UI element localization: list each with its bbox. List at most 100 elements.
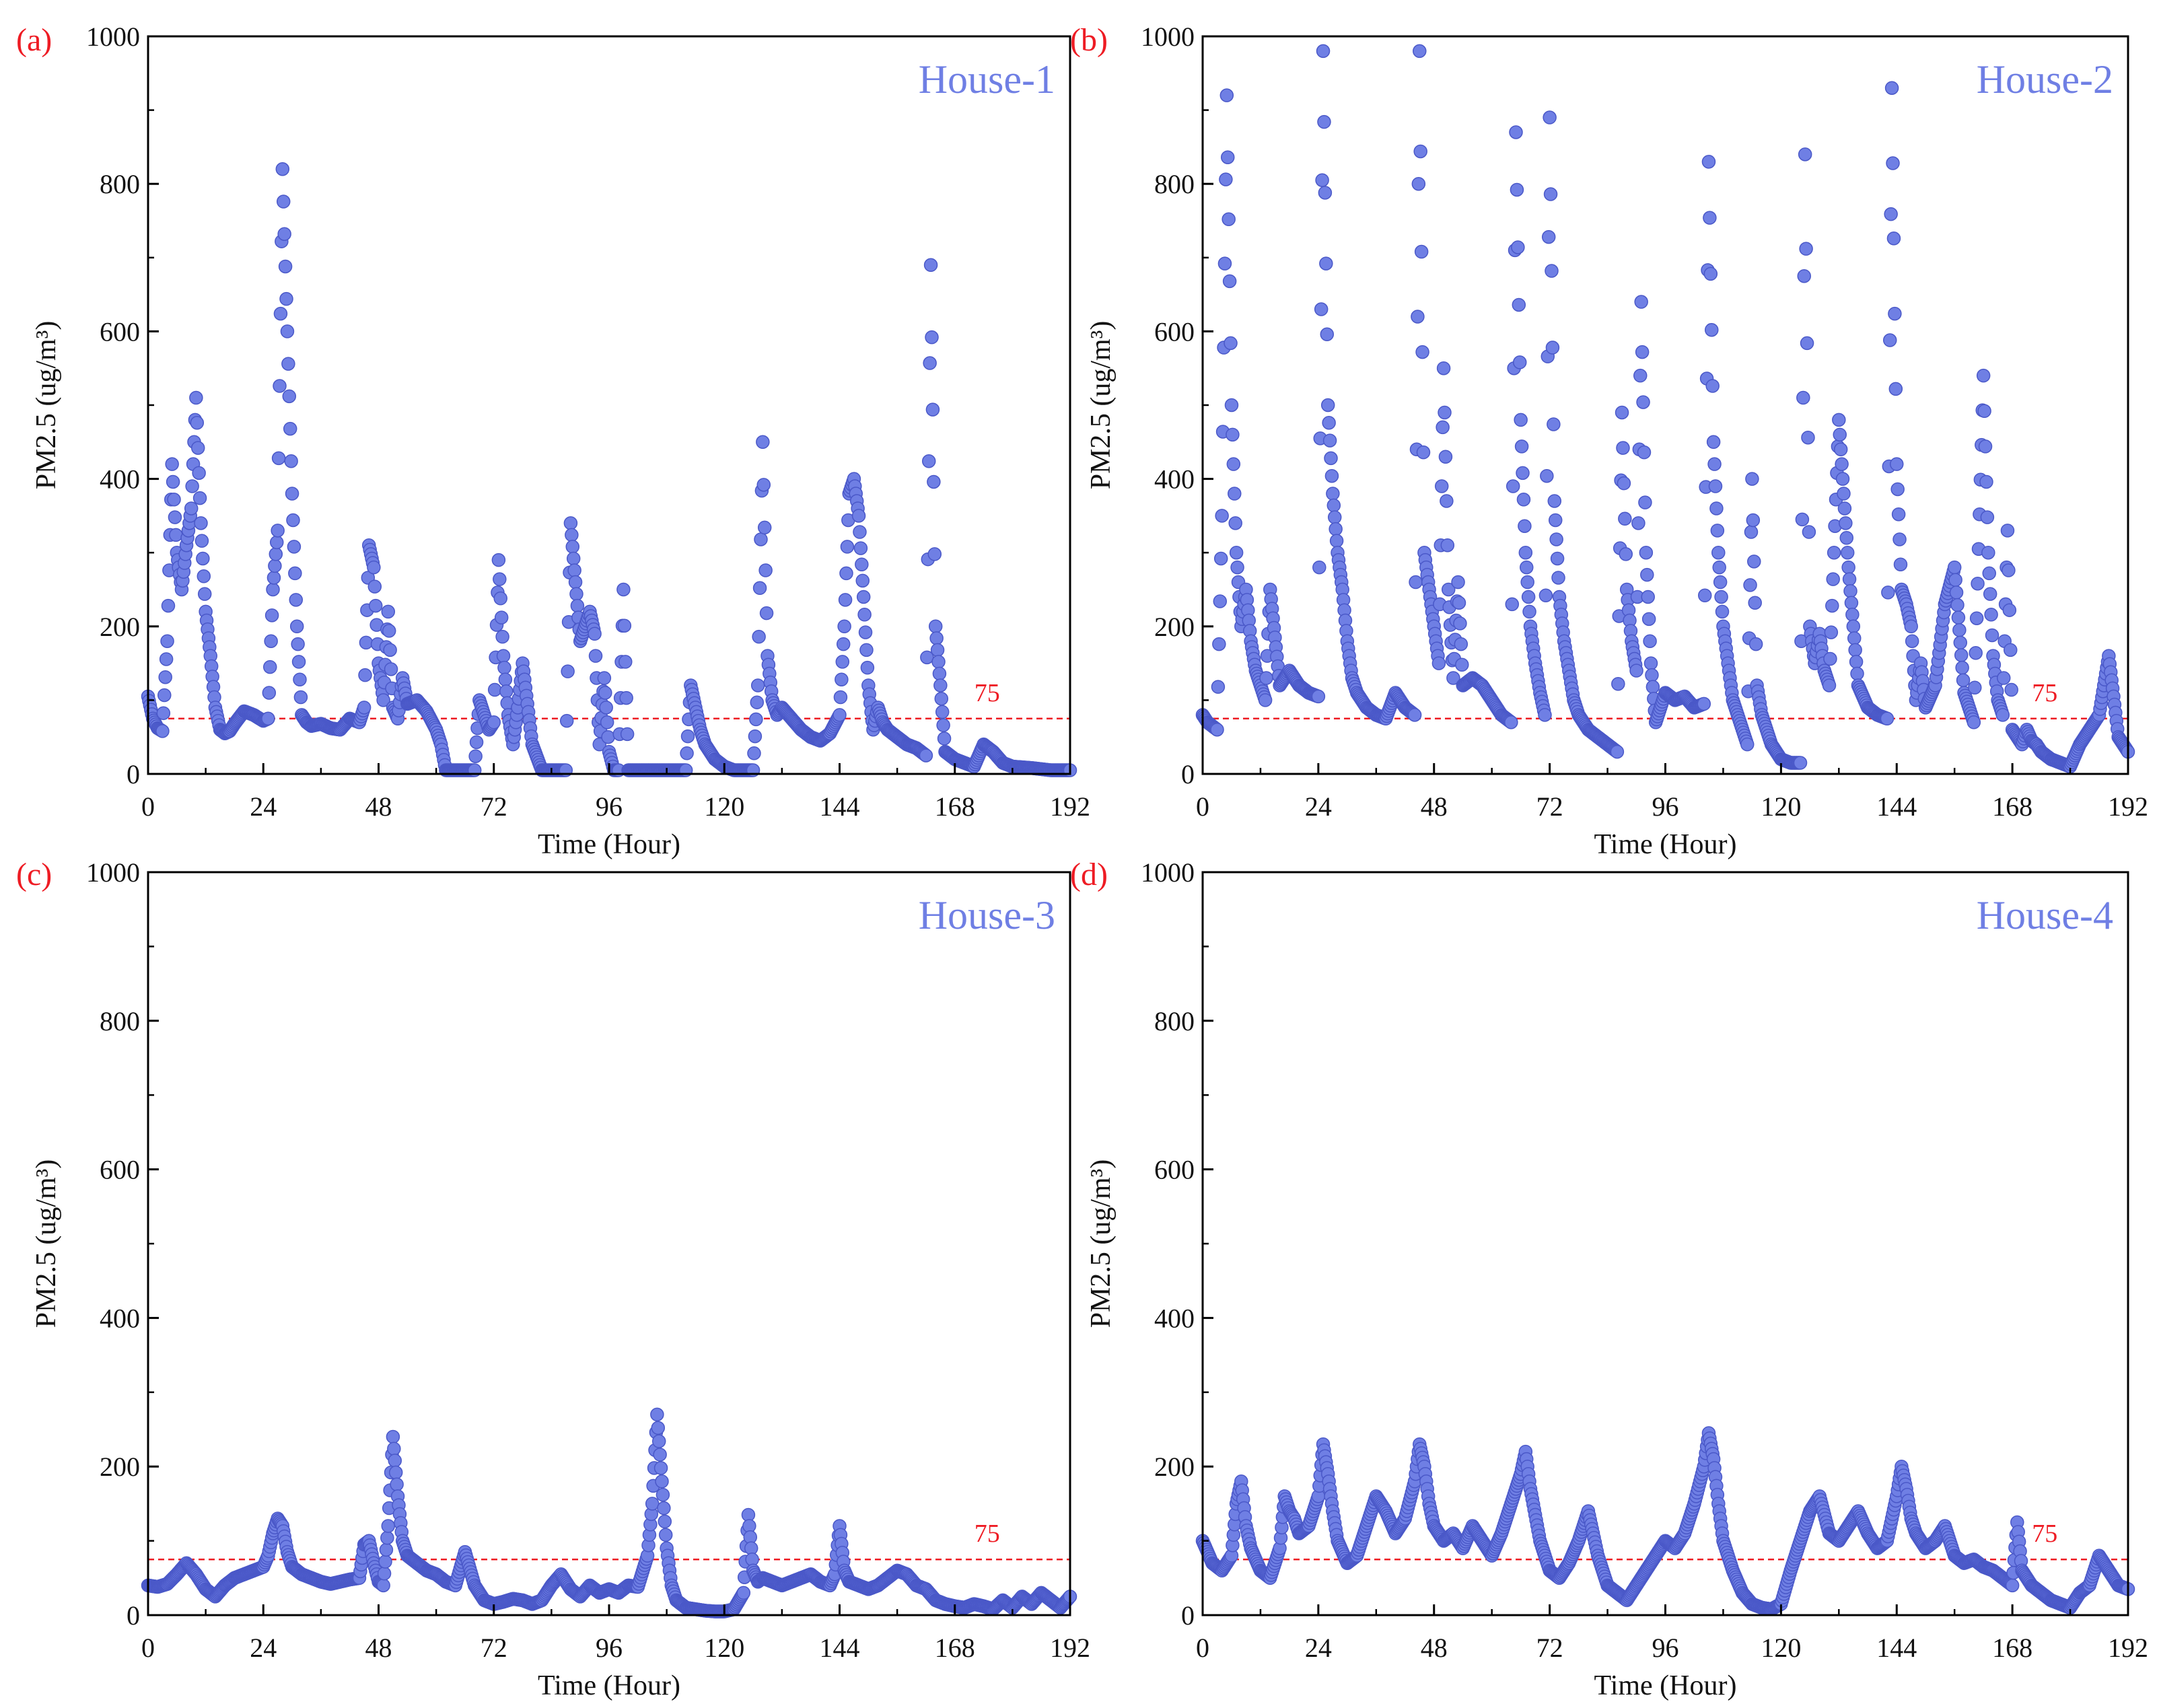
- data-point: [2002, 563, 2016, 577]
- data-point: [280, 324, 295, 339]
- data-point: [192, 466, 206, 481]
- data-point: [359, 635, 374, 650]
- data-point: [159, 652, 174, 666]
- y-tick-label: 0: [1181, 1600, 1195, 1631]
- data-point: [1703, 266, 1718, 281]
- data-point: [1629, 664, 1643, 678]
- data-point: [837, 619, 851, 634]
- data-point: [161, 598, 176, 613]
- y-tick-label: 1000: [86, 22, 140, 52]
- data-point: [1968, 680, 1982, 695]
- data-point: [565, 540, 580, 554]
- data-point: [378, 1555, 392, 1569]
- data-point: [1440, 494, 1454, 508]
- data-point: [750, 678, 765, 692]
- data-point: [275, 162, 290, 176]
- panel-label-a: (a): [16, 22, 52, 58]
- y-tick-label: 800: [1154, 1006, 1195, 1036]
- data-point: [271, 451, 286, 466]
- panel-label-b: (b): [1070, 22, 1108, 58]
- data-point: [1446, 671, 1460, 685]
- x-tick-label: 96: [1652, 791, 1679, 822]
- data-point: [1746, 513, 1761, 528]
- data-point: [390, 1477, 404, 1491]
- data-point: [281, 357, 295, 371]
- data-point: [157, 688, 172, 703]
- data-point: [1984, 608, 1998, 622]
- data-point: [1436, 361, 1451, 376]
- data-point: [1520, 560, 1534, 575]
- data-point: [2000, 524, 2015, 538]
- data-point: [1843, 583, 1857, 598]
- data-point: [1611, 677, 1625, 691]
- data-point: [1224, 336, 1238, 351]
- data-point: [750, 695, 765, 709]
- chart-title: House-1: [919, 57, 1055, 102]
- data-point: [929, 631, 944, 645]
- y-tick-label: 800: [100, 169, 140, 199]
- data-point: [289, 619, 304, 634]
- data-point: [1747, 555, 1761, 569]
- data-point: [1547, 417, 1561, 431]
- data-point: [1799, 242, 1813, 256]
- reference-line-label: 75: [2032, 1520, 2057, 1548]
- data-point: [196, 551, 210, 566]
- data-point: [1848, 643, 1862, 657]
- data-point: [1837, 501, 1852, 515]
- data-point: [1549, 532, 1563, 546]
- data-point: [381, 1519, 396, 1533]
- data-point: [680, 729, 695, 744]
- y-tick-label: 1000: [86, 857, 140, 888]
- data-point: [1947, 560, 1962, 575]
- data-point: [930, 643, 945, 657]
- data-point: [1982, 566, 1996, 581]
- data-point: [1802, 525, 1816, 539]
- data-point: [1505, 597, 1520, 612]
- data-points: [1195, 1426, 2135, 1616]
- y-tick-label: 400: [100, 464, 140, 495]
- data-point: [1631, 516, 1645, 530]
- data-point: [657, 1501, 671, 1516]
- data-point: [1842, 572, 1857, 586]
- data-point: [1839, 516, 1853, 530]
- data-point: [264, 608, 279, 622]
- data-point: [197, 569, 211, 583]
- data-point: [487, 715, 501, 730]
- x-tick-label: 192: [1050, 791, 1090, 822]
- data-point: [291, 637, 305, 651]
- x-tick-label: 144: [1876, 1633, 1917, 1663]
- data-point: [1635, 345, 1650, 359]
- x-tick-label: 24: [1305, 1633, 1332, 1663]
- data-point: [166, 474, 180, 489]
- data-point: [1226, 427, 1240, 442]
- data-point: [933, 678, 948, 692]
- data-point: [1327, 510, 1342, 524]
- data-point: [570, 598, 585, 613]
- data-point: [658, 1514, 672, 1529]
- data-point: [833, 690, 848, 705]
- data-point: [1996, 671, 2011, 685]
- plot-frame: [1201, 871, 2129, 1616]
- data-point: [499, 684, 514, 699]
- x-tick-label: 192: [1050, 1633, 1090, 1663]
- y-tick-label: 600: [100, 1155, 140, 1185]
- data-point: [1891, 507, 1906, 522]
- data-point: [1697, 697, 1711, 711]
- data-point: [1952, 623, 1967, 637]
- x-tick-label: 144: [820, 1633, 860, 1663]
- data-point: [1610, 744, 1625, 759]
- data-point: [758, 563, 773, 577]
- data-point: [1314, 302, 1329, 316]
- data-point: [1639, 545, 1654, 560]
- data-point: [1219, 88, 1234, 102]
- data-point: [651, 1434, 666, 1448]
- data-point: [1324, 468, 1339, 483]
- panel-label-c: (c): [16, 857, 52, 892]
- chart-svg: 75 0 24 48 72 96 120 144 168 192 0 200 400 600 800 1000…: [1086, 857, 2148, 1701]
- data-point: [1318, 186, 1333, 200]
- data-point: [276, 194, 291, 209]
- panel-house-3: 75 0 24 48 72 96 120 144 168 192 0 200 400 600 800 1000…: [7, 849, 1090, 1708]
- data-point: [563, 516, 578, 530]
- data-point: [1619, 547, 1633, 561]
